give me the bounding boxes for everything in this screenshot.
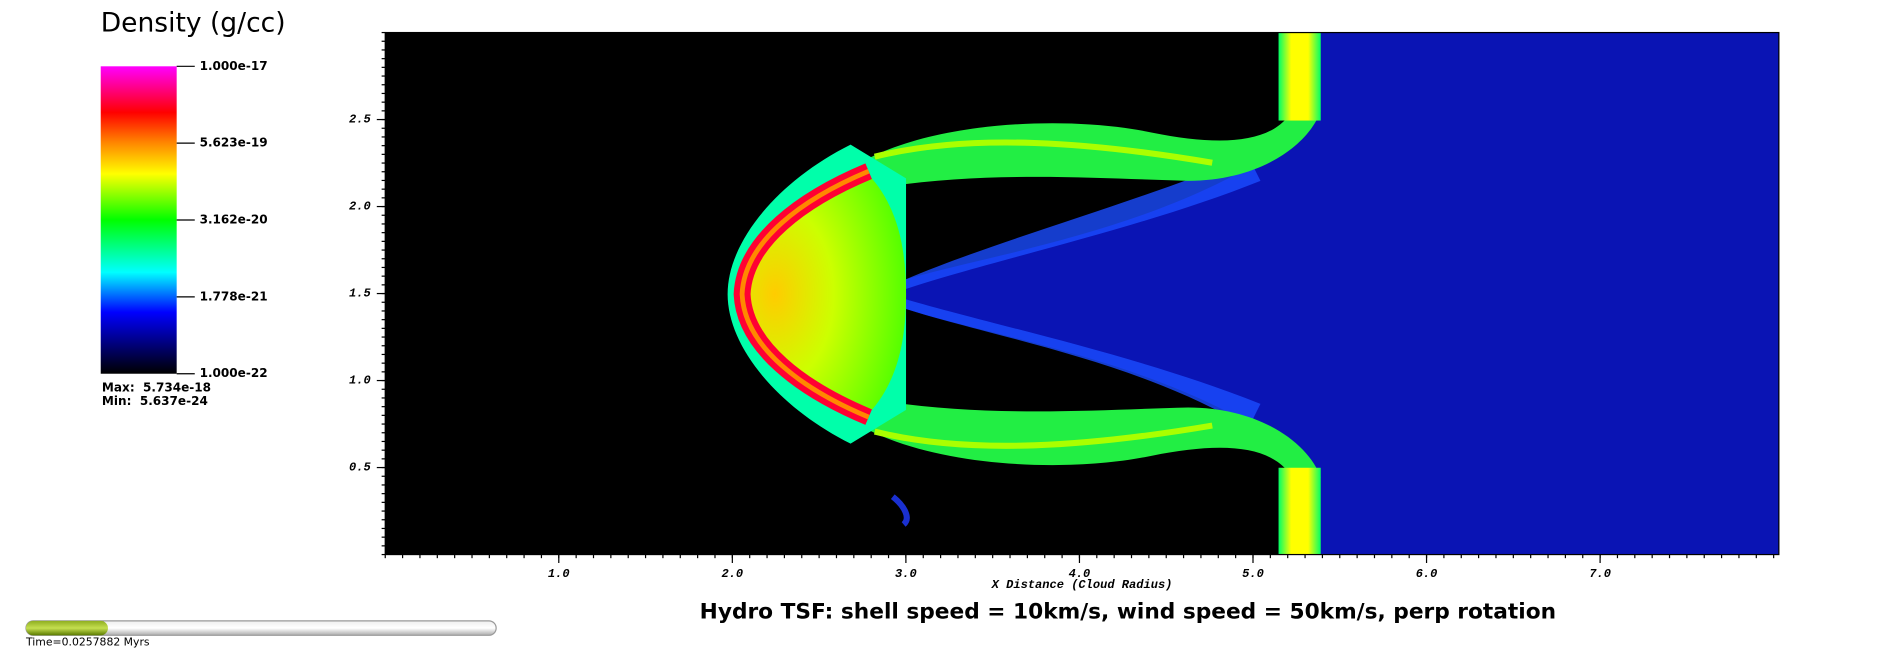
x-tick-label: 6.0 (1416, 567, 1438, 581)
colorbar-tick-label: 1.000e-22 (200, 366, 268, 380)
colorbar (100, 66, 177, 374)
colorbar-tick-label: 1.778e-21 (200, 289, 268, 303)
x-tick-label: 5.0 (1242, 567, 1264, 581)
x-tick-label: 4.0 (1069, 567, 1091, 581)
y-tick-label: 1.5 (349, 287, 371, 301)
y-tick-label: 2.5 (349, 113, 371, 127)
x-axis-label: X Distance (Cloud Radius) (991, 578, 1173, 592)
y-tick-label: 1.0 (349, 374, 371, 388)
max-text: Max: 5.734e-18 (102, 381, 211, 395)
colorbar-tick-label: 1.000e-17 (200, 59, 268, 73)
plot-title: Hydro TSF: shell speed = 10km/s, wind sp… (700, 599, 1556, 624)
x-tick-label: 7.0 (1589, 567, 1611, 581)
y-tick-label: 2.0 (349, 200, 371, 214)
time-slider-progress (25, 620, 108, 636)
density-field (385, 32, 1779, 555)
y-tick-label: 0.5 (349, 461, 371, 475)
colorbar-title: Density (g/cc) (101, 8, 286, 39)
colorbar-tick-label: 5.623e-19 (200, 136, 268, 150)
min-text: Min: 5.637e-24 (102, 394, 208, 408)
x-tick-label: 3.0 (895, 567, 917, 581)
time-text: Time=0.0257882 Myrs (25, 636, 150, 649)
x-tick-label: 1.0 (548, 567, 570, 581)
x-tick-label: 2.0 (721, 567, 743, 581)
colorbar-tick-label: 3.162e-20 (200, 213, 268, 227)
